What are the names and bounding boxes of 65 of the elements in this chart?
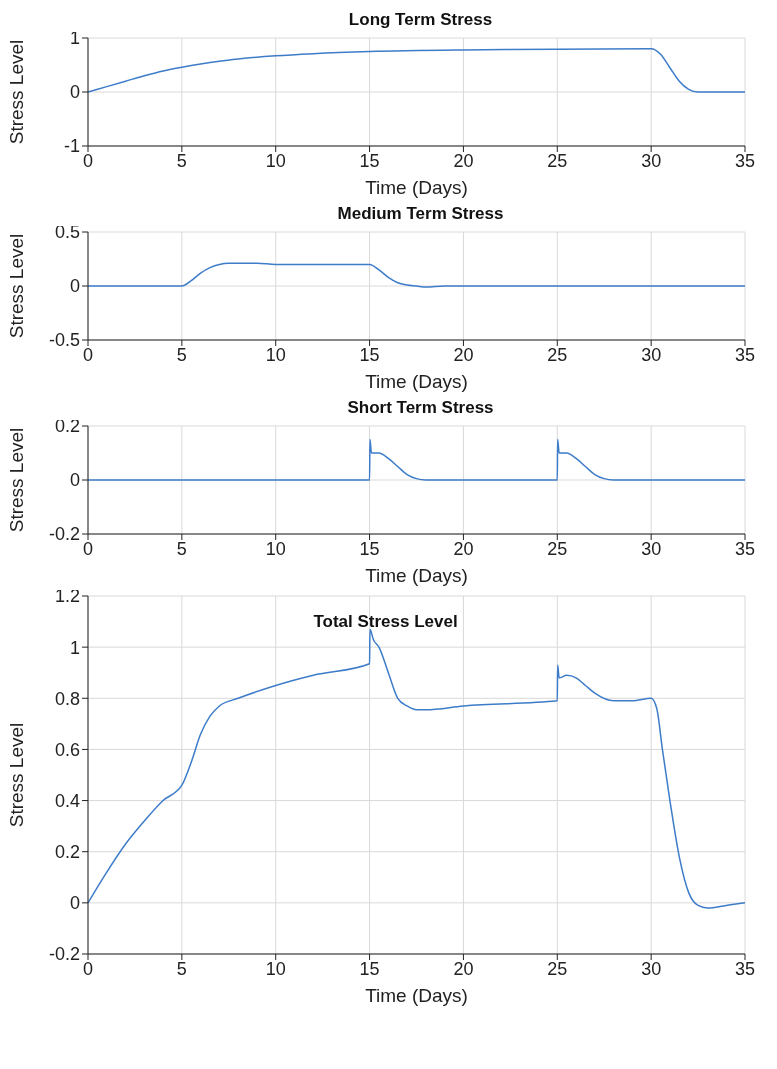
y-axis-title: Stress Level	[5, 722, 27, 828]
line-series	[88, 438, 745, 481]
x-tick-label: 10	[265, 150, 286, 171]
x-tick-label: 10	[265, 958, 286, 979]
chart-title: Short Term Stress	[347, 398, 494, 417]
x-axis-title: Time (Days)	[364, 176, 469, 200]
y-tick-label: -1	[63, 136, 80, 157]
x-tick-label: 0	[82, 150, 94, 171]
y-axis-title: Stress Level	[5, 427, 27, 533]
y-tick-label: 0	[69, 82, 80, 103]
x-tick-label: 35	[734, 150, 756, 171]
x-tick-label: 25	[547, 150, 568, 171]
x-tick-label: 30	[641, 150, 662, 171]
y-tick-label: 0.2	[54, 416, 80, 437]
x-tick-label: 20	[453, 538, 474, 559]
x-tick-label: 20	[453, 958, 474, 979]
x-tick-label: 5	[176, 344, 187, 365]
x-tick-label: 10	[265, 538, 286, 559]
x-tick-label: 35	[734, 958, 756, 979]
y-tick-label: 0	[69, 470, 80, 491]
x-tick-label: 15	[359, 538, 380, 559]
y-tick-label: -0.5	[48, 330, 80, 351]
x-tick-label: 30	[641, 344, 662, 365]
x-tick-label: 15	[359, 958, 380, 979]
x-tick-label: 25	[547, 958, 568, 979]
x-tick-label: 25	[547, 344, 568, 365]
x-tick-label: 5	[176, 150, 187, 171]
line-series	[88, 628, 745, 909]
x-axis-title: Time (Days)	[364, 984, 469, 1008]
y-tick-label: 0.5	[54, 222, 80, 243]
x-tick-label: 15	[359, 150, 380, 171]
x-tick-label: 35	[734, 344, 756, 365]
x-axis-title: Time (Days)	[364, 370, 469, 394]
y-tick-label: -0.2	[48, 524, 80, 545]
y-axis-title: Stress Level	[5, 39, 27, 145]
y-tick-label: 0.8	[54, 688, 80, 709]
y-tick-label: 0.2	[54, 842, 80, 863]
y-tick-label: 1	[69, 28, 80, 49]
chart-title: Medium Term Stress	[337, 204, 504, 223]
x-tick-label: 0	[82, 958, 94, 979]
x-tick-label: 20	[453, 344, 474, 365]
y-tick-label: 0	[69, 893, 80, 914]
x-tick-label: 30	[641, 538, 662, 559]
y-axis-title: Stress Level	[5, 233, 27, 339]
chart-title: Long Term Stress	[348, 10, 493, 29]
line-series	[88, 262, 745, 288]
y-tick-label: -0.2	[48, 944, 80, 965]
y-tick-label: 1.2	[54, 586, 80, 607]
y-tick-label: 0	[69, 276, 80, 297]
x-tick-label: 30	[641, 958, 662, 979]
x-tick-label: 20	[453, 150, 474, 171]
x-tick-label: 0	[82, 344, 94, 365]
x-tick-label: 10	[265, 344, 286, 365]
x-axis-title: Time (Days)	[365, 565, 468, 586]
x-tick-label: 15	[359, 344, 380, 365]
line-series	[88, 48, 745, 93]
x-tick-label: 5	[176, 538, 187, 559]
text: Total Stress Level	[312, 612, 459, 632]
x-tick-label: 0	[82, 538, 94, 559]
x-tick-label: 25	[547, 538, 568, 559]
x-tick-label: 35	[734, 538, 756, 559]
y-tick-label: 0.4	[54, 790, 80, 811]
x-tick-label: 5	[176, 958, 187, 979]
y-tick-label: 1	[69, 637, 80, 658]
y-tick-label: 0.6	[54, 739, 80, 760]
